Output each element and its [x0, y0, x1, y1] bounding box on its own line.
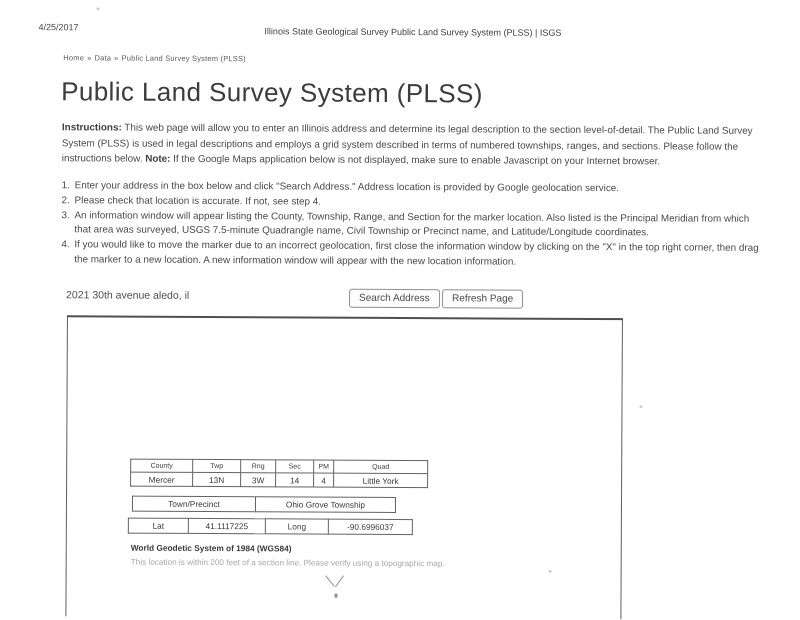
civil-township-table: Town/Precinct Ohio Grove Township	[132, 496, 396, 513]
step-text: An information window will appear listin…	[74, 209, 750, 239]
plss-table-value-row: Mercer 13N 3W 14 4 Little York	[130, 472, 428, 488]
breadcrumb-separator: »	[114, 53, 119, 63]
map-marker-dot	[334, 593, 338, 598]
scan-artifact	[548, 569, 552, 573]
refresh-page-button[interactable]: Refresh Page	[442, 289, 524, 309]
town-precinct-value: Ohio Grove Township	[255, 496, 396, 513]
latitude-label: Lat	[128, 518, 189, 534]
pm-header: PM	[313, 460, 334, 474]
note-label: Note:	[145, 153, 171, 165]
township-header: Twp	[192, 459, 241, 473]
datum-text: World Geodetic System of 1984 (WGS84)	[130, 542, 292, 554]
section-value: 14	[275, 472, 314, 488]
instruction-steps: 1. Enter your address in the box below a…	[61, 179, 765, 271]
town-precinct-label: Town/Precinct	[132, 496, 256, 512]
step-number: 2.	[61, 195, 70, 207]
plss-info-table: County Twp Rng Sec PM Quad Mercer 13N 3W…	[130, 459, 428, 489]
print-header-date: 4/25/2017	[38, 22, 79, 33]
note-body: If the Google Maps application below is …	[170, 153, 661, 168]
step-text: If you would like to move the marker due…	[74, 239, 759, 268]
step-number: 4.	[61, 239, 70, 251]
instructions-label: Instructions:	[61, 122, 122, 134]
page-title: Public Land Survey System (PLSS)	[61, 76, 483, 109]
breadcrumb-separator: »	[87, 53, 92, 63]
section-header: Sec	[275, 459, 314, 474]
pm-value: 4	[313, 473, 334, 488]
county-value: Mercer	[130, 472, 193, 487]
coordinates-table: Lat 41.1117225 Long -90.6996037	[128, 518, 413, 535]
map-canvas[interactable]: County Twp Rng Sec PM Quad Mercer 13N 3W…	[65, 315, 623, 620]
longitude-value: -90.6996037	[328, 519, 413, 535]
search-address-button[interactable]: Search Address	[349, 288, 440, 309]
township-value: 13N	[192, 472, 241, 487]
instructions-paragraph: Instructions: This web page will allow y…	[62, 120, 760, 170]
latitude-value: 41.1117225	[188, 518, 266, 534]
breadcrumb-data[interactable]: Data	[94, 53, 112, 63]
section-line-note: This location is within 200 feet of a se…	[130, 557, 445, 569]
scan-artifact	[96, 7, 100, 11]
county-header: County	[130, 459, 193, 473]
breadcrumb-home[interactable]: Home	[63, 53, 85, 63]
breadcrumb-current: Public Land Survey System (PLSS)	[121, 53, 246, 64]
quad-header: Quad	[333, 460, 428, 474]
longitude-label: Long	[265, 518, 329, 535]
scan-artifact	[639, 405, 643, 409]
address-input[interactable]	[66, 286, 339, 306]
breadcrumb: Home» Data» Public Land Survey System (PLS…	[63, 53, 246, 63]
info-window-tail-icon	[325, 575, 345, 598]
print-header-title: Illinois State Geological Survey Public …	[264, 26, 562, 38]
step-3: 3. An information window will appear lis…	[61, 209, 765, 242]
step-number: 3.	[61, 209, 70, 221]
range-header: Rng	[240, 459, 276, 473]
range-value: 3W	[240, 472, 276, 487]
quad-value: Little York	[333, 473, 428, 488]
step-number: 1.	[61, 180, 70, 192]
step-4: 4. If you would like to move the marker …	[61, 238, 765, 271]
